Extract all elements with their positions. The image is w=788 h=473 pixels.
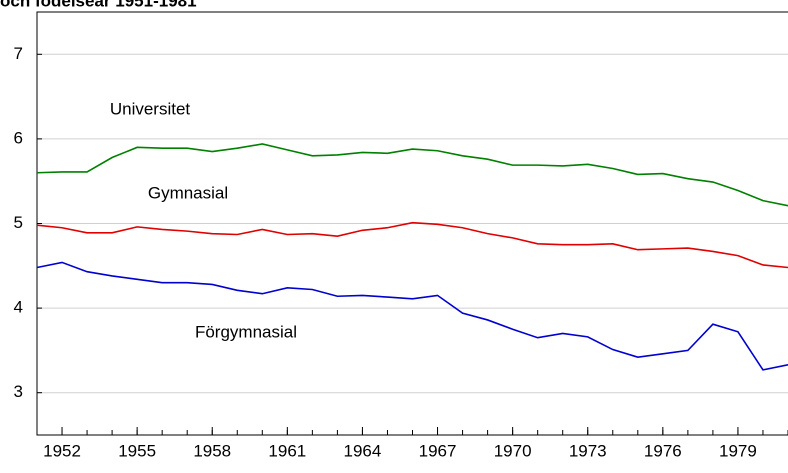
- chart-title: och födelseår 1951-1981: [0, 0, 197, 10]
- x-tick-label: 1967: [419, 441, 457, 460]
- series-label: Förgymnasial: [195, 322, 297, 341]
- series-line: [36, 143, 788, 207]
- y-tick-label: 7: [14, 44, 23, 63]
- x-tick-label: 1973: [569, 441, 607, 460]
- plot-frame: [36, 11, 788, 436]
- x-tick-label: 1970: [494, 441, 532, 460]
- x-tick-label: 1964: [344, 441, 382, 460]
- x-tick-label: 1961: [268, 441, 306, 460]
- x-tick-label: 1955: [118, 441, 156, 460]
- series-label: Universitet: [110, 99, 191, 118]
- x-tick-label: 1952: [43, 441, 81, 460]
- x-tick-label: 1979: [719, 441, 757, 460]
- y-tick-label: 3: [14, 382, 23, 401]
- y-tick-label: 4: [14, 298, 23, 317]
- x-tick-label: 1976: [644, 441, 682, 460]
- series-line: [36, 261, 788, 371]
- y-tick-label: 6: [14, 128, 23, 147]
- series-line: [36, 221, 788, 269]
- series-label: Gymnasial: [148, 183, 228, 202]
- y-tick-label: 5: [14, 213, 23, 232]
- x-tick-label: 1958: [193, 441, 231, 460]
